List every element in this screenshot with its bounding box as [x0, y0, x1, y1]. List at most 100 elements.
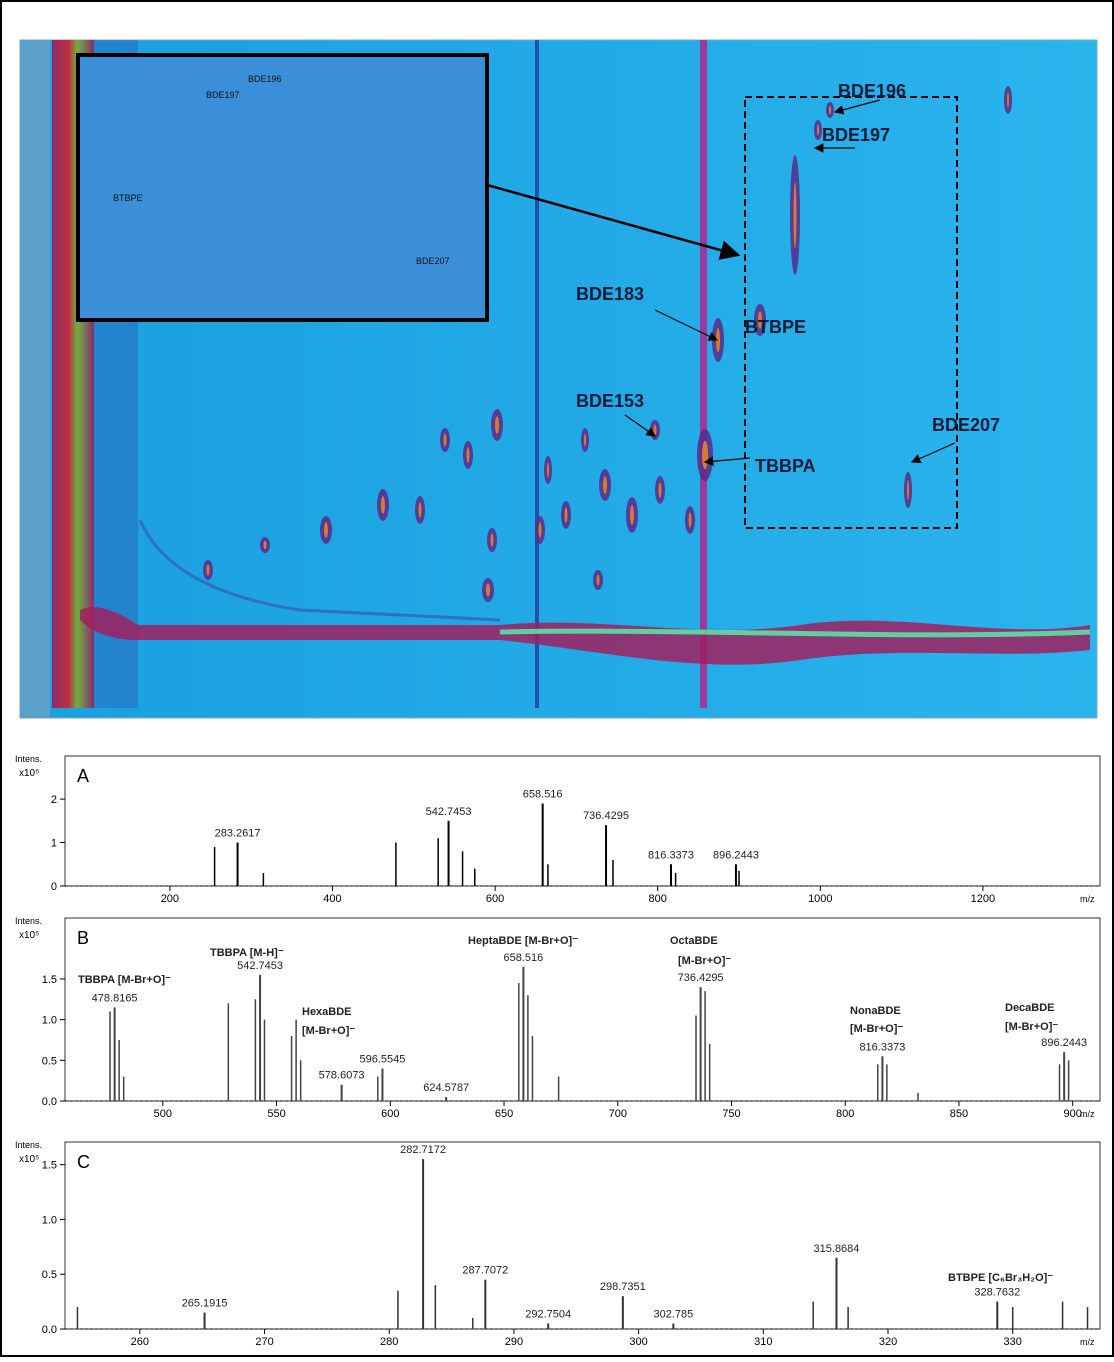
compound-label: BDE196: [838, 81, 906, 101]
y-tick-label: 1.5: [42, 974, 57, 986]
peak-label: 328.7632: [974, 1287, 1020, 1299]
peak-label: 478.8165: [92, 992, 138, 1004]
peak-label: 896.2443: [1041, 1037, 1087, 1049]
x-tick-label: 290: [505, 1336, 523, 1348]
inset-label: BTBPE: [113, 193, 143, 203]
peak-label: 292.7504: [525, 1309, 571, 1321]
panel-label: B: [77, 928, 89, 948]
compound-annotation: DecaBDE: [1005, 1002, 1055, 1014]
peak-label: 542.7453: [426, 806, 472, 818]
peak-label: 658.516: [523, 788, 563, 800]
peak-spot: [597, 575, 600, 586]
peak-spot: [324, 522, 328, 537]
y-axis-scale: x10⁵: [19, 930, 39, 941]
compound-annotation: [M-Br+O]⁻: [302, 1025, 355, 1037]
x-tick-label: 310: [754, 1336, 772, 1348]
heatmap: BDE196 BDE197 BTBPE BDE207 BDE196 BDE197 BDE1…: [20, 40, 1097, 718]
heatmap-axis: [20, 40, 50, 718]
x-tick-label: 700: [609, 1108, 627, 1120]
peak-spot: [603, 476, 607, 494]
x-tick-label: 320: [879, 1336, 897, 1348]
y-axis-label: Intens.: [15, 1140, 42, 1150]
x-tick-label: 600: [486, 893, 504, 905]
peak-spot: [547, 462, 549, 477]
peak-label: 282.7172: [400, 1144, 446, 1156]
y-tick-label: 0.0: [42, 1096, 57, 1108]
peak-spot: [539, 522, 542, 537]
compound-annotation: TBBPA [M-H]⁻: [210, 947, 284, 959]
peak-spot: [630, 505, 634, 525]
compound-annotation: OctaBDE: [670, 935, 718, 947]
x-tick-label: 500: [154, 1108, 172, 1120]
compound-label: BDE207: [932, 415, 1000, 435]
peak-label: 283.2617: [215, 828, 261, 840]
x-tick-label: 270: [255, 1336, 273, 1348]
x-tick-label: 750: [722, 1108, 740, 1120]
peak-spot: [381, 496, 385, 514]
compound-annotation: HeptaBDE [M-Br+O]⁻: [468, 935, 578, 947]
x-tick-label: 1000: [808, 893, 832, 905]
peak-spot: [486, 583, 490, 596]
x-tick-label: 600: [381, 1108, 399, 1120]
figure: BDE196 BDE197 BTBPE BDE207 BDE196 BDE197 BDE1…: [0, 0, 1114, 1357]
compound-annotation: [M-Br+O]⁻: [1005, 1021, 1058, 1033]
peak-spot: [584, 433, 586, 446]
x-tick-label: 850: [950, 1108, 968, 1120]
peak-spot: [659, 482, 662, 497]
x-tick-label: 330: [1004, 1336, 1022, 1348]
peak-spot: [419, 502, 422, 517]
peak-label: 816.3373: [859, 1041, 905, 1053]
peak-label: 816.3373: [648, 849, 694, 861]
peak-label: 658.516: [504, 952, 544, 964]
x-tick-label: 1200: [971, 893, 995, 905]
compound-annotation: TBBPA [M-Br+O]⁻: [78, 974, 171, 986]
x-axis-label: m/z: [1080, 894, 1095, 904]
panel-label: A: [77, 766, 89, 786]
compound-label: BDE153: [576, 391, 644, 411]
peak-spot: [565, 507, 568, 522]
peak-spot: [444, 433, 447, 446]
compound-label: BTBPE: [745, 317, 806, 337]
compound-annotation: NonaBDE: [850, 1005, 901, 1017]
column-line: [535, 40, 539, 708]
peak-label: 265.1915: [182, 1298, 228, 1310]
compound-label: BDE197: [822, 125, 890, 145]
x-tick-label: 400: [323, 893, 341, 905]
y-tick-label: 0: [51, 881, 57, 893]
y-tick-label: 0.0: [42, 1324, 57, 1336]
y-axis-scale: x10⁵: [19, 1154, 39, 1165]
x-tick-label: 900: [1064, 1108, 1082, 1120]
y-tick-label: 2: [51, 794, 57, 806]
x-tick-label: 260: [131, 1336, 149, 1348]
inset-label: BDE197: [206, 90, 240, 100]
compound-label: BDE183: [576, 284, 644, 304]
peak-label: 287.7072: [462, 1265, 508, 1277]
compound-label: TBBPA: [755, 456, 816, 476]
peak-spot: [817, 125, 819, 136]
plot-frame: [65, 918, 1100, 1101]
y-tick-label: 0.5: [42, 1269, 57, 1281]
inset-label: BDE196: [248, 74, 282, 84]
x-tick-label: 650: [495, 1108, 513, 1120]
peak-spot: [264, 541, 267, 550]
panel-label: C: [77, 1152, 90, 1172]
peak-label: 298.7351: [600, 1281, 646, 1293]
x-tick-label: 800: [649, 893, 667, 905]
peak-spot: [689, 512, 692, 527]
peak-label: 624.5787: [423, 1082, 469, 1094]
peak-label: 896.2443: [713, 849, 759, 861]
inset-label: BDE207: [416, 256, 450, 266]
peak-spot: [207, 565, 210, 576]
peak-spot: [467, 447, 470, 462]
y-axis-scale: x10⁵: [19, 768, 39, 779]
x-tick-label: 550: [267, 1108, 285, 1120]
x-tick-label: 800: [836, 1108, 854, 1120]
x-tick-label: 280: [380, 1336, 398, 1348]
y-axis-label: Intens.: [15, 916, 42, 926]
peak-spot: [495, 416, 499, 434]
x-axis-label: m/z: [1080, 1109, 1095, 1119]
peak-spot: [491, 533, 494, 546]
peak-label: 542.7453: [237, 960, 283, 972]
page: BDE196 BDE197 BTBPE BDE207 BDE196 BDE197 BDE1…: [0, 0, 1114, 1362]
